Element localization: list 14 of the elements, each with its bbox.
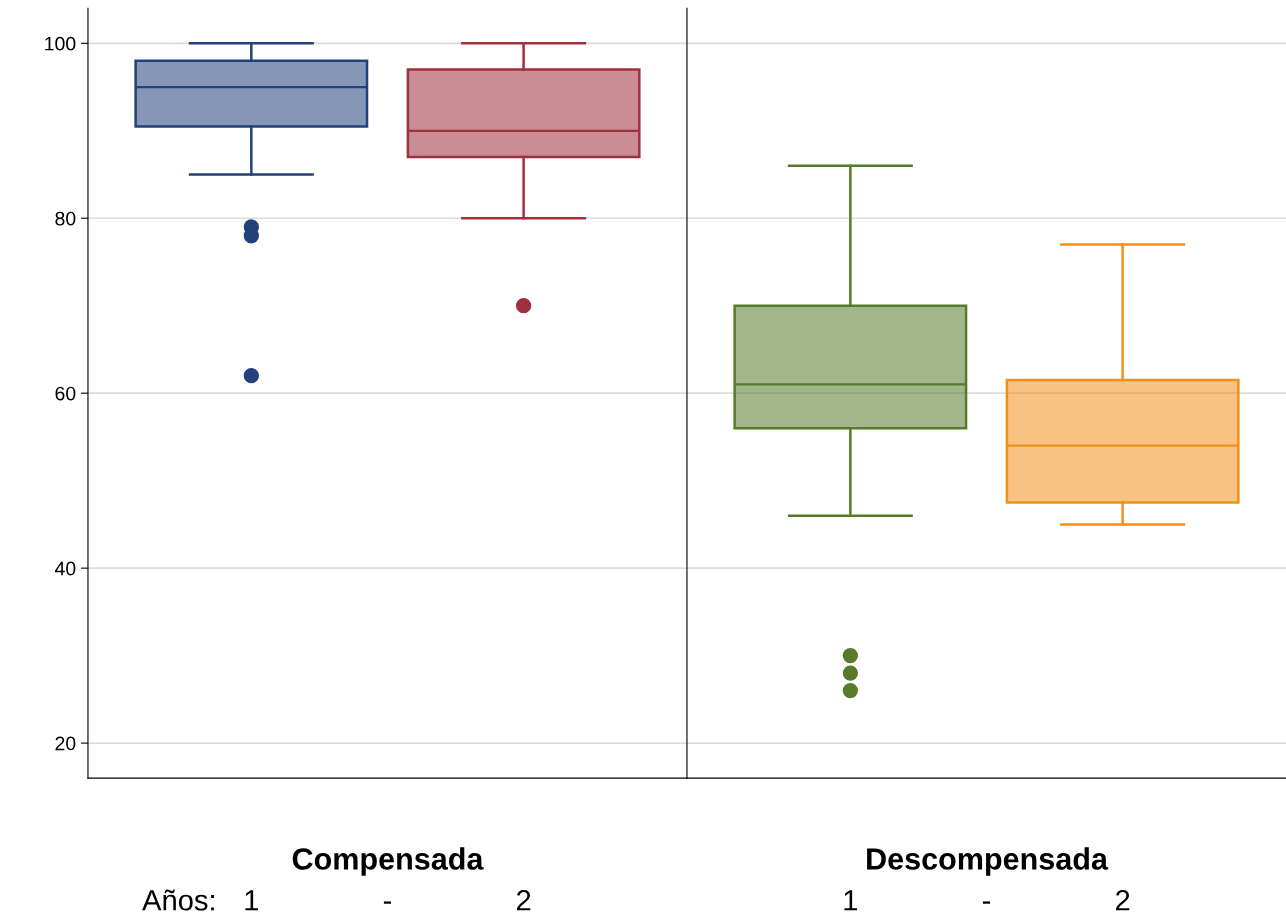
x-axis-title: Compensada [292, 847, 484, 876]
x-tick-label: 2 [1115, 889, 1130, 911]
text: - [383, 901, 392, 904]
y-tick-label: 80 [55, 211, 76, 226]
y-tick-label: 20 [55, 736, 76, 751]
x-tick-label: 1 [844, 890, 858, 911]
x-tick-label: 1 [245, 890, 259, 911]
x-tick-label: 2 [516, 889, 531, 911]
text: - [982, 901, 991, 904]
y-tick-label: 100 [45, 36, 76, 51]
y-tick-label: 40 [54, 561, 76, 576]
y-tick-label: 60 [55, 386, 76, 401]
text: Años: [142, 889, 214, 911]
x-axis-title: Descompensada [867, 847, 1109, 876]
